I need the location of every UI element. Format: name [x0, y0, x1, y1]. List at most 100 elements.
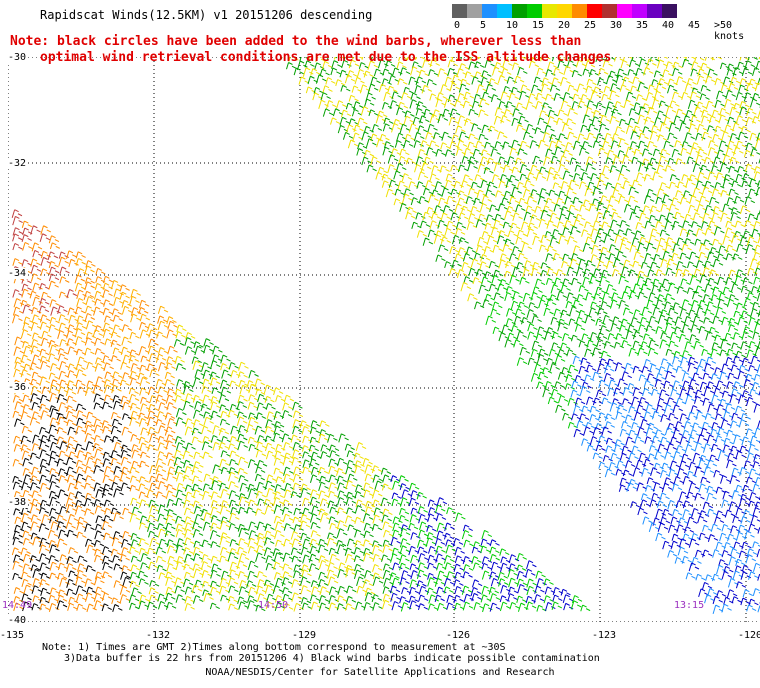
- wind-barb: [539, 110, 550, 118]
- wind-barb: [509, 601, 520, 610]
- wind-barb: [466, 221, 478, 231]
- wind-barb: [155, 473, 167, 483]
- wind-barb: [702, 524, 713, 532]
- wind-barb: [695, 573, 706, 581]
- wind-barb: [485, 83, 497, 94]
- wind-barb: [610, 452, 621, 462]
- wind-barb: [57, 529, 69, 539]
- wind-barb: [568, 204, 579, 212]
- wind-barb: [29, 362, 40, 371]
- wind-barb: [711, 342, 722, 350]
- wind-barb: [638, 106, 649, 116]
- wind-barb: [470, 181, 481, 189]
- wind-barb: [128, 393, 140, 404]
- wind-barb: [354, 516, 365, 524]
- wind-barb: [121, 538, 132, 548]
- wind-barb: [738, 498, 750, 508]
- wind-barb: [58, 386, 69, 394]
- wind-barb: [40, 587, 51, 596]
- wind-barb: [710, 348, 721, 358]
- wind-barb: [514, 57, 525, 60]
- wind-barb: [417, 603, 429, 611]
- wind-barb: [673, 115, 684, 124]
- wind-barb: [209, 360, 221, 370]
- wind-barb: [263, 384, 275, 394]
- wind-barb: [540, 83, 552, 93]
- wind-barb: [345, 496, 357, 506]
- wind-barb: [729, 132, 740, 142]
- wind-barb: [560, 76, 571, 86]
- wind-barb: [672, 380, 683, 390]
- wind-barb: [434, 594, 445, 602]
- wind-barb: [148, 353, 160, 362]
- wind-barb: [596, 201, 608, 212]
- wind-barb: [12, 394, 24, 403]
- wind-barb: [57, 330, 68, 339]
- wind-barb: [701, 109, 712, 118]
- wind-barb: [753, 276, 760, 285]
- wind-barb: [336, 528, 348, 538]
- wind-barb: [76, 289, 87, 299]
- wind-barb: [361, 131, 372, 141]
- wind-barb: [684, 526, 695, 534]
- footer-note-2: 3)Data buffer is 22 hrs from 20151206 4)…: [64, 653, 600, 664]
- wind-barb: [490, 94, 502, 103]
- wind-barb: [273, 552, 285, 562]
- wind-barb: [592, 371, 603, 380]
- wind-barb: [320, 92, 331, 101]
- wind-barb: [723, 542, 734, 550]
- wind-barb: [629, 244, 640, 253]
- wind-barb: [638, 452, 650, 461]
- wind-barb: [558, 395, 569, 404]
- wind-barb: [598, 379, 609, 389]
- wind-barb: [731, 342, 742, 350]
- wind-barb: [540, 269, 551, 277]
- wind-barb: [574, 164, 585, 172]
- wind-barb: [48, 372, 59, 380]
- wind-barb: [648, 234, 659, 244]
- wind-barb: [527, 323, 538, 332]
- wind-barb: [684, 341, 695, 350]
- wind-barb: [733, 310, 744, 318]
- wind-barb: [344, 443, 355, 451]
- wind-barb: [486, 181, 498, 191]
- wind-barb: [410, 66, 421, 76]
- wind-barb: [74, 282, 86, 292]
- wind-barb: [721, 390, 733, 398]
- wind-barb: [679, 196, 691, 205]
- wind-barb: [524, 179, 535, 188]
- wind-barb: [704, 308, 715, 316]
- wind-barb: [721, 570, 733, 580]
- wind-barb: [739, 57, 750, 61]
- wind-barb: [605, 157, 616, 165]
- wind-barb: [551, 342, 562, 350]
- wind-barb: [354, 491, 365, 499]
- wind-barb: [665, 267, 676, 276]
- wind-barb: [633, 251, 644, 260]
- wind-barb: [84, 313, 96, 322]
- wind-barb: [733, 541, 744, 549]
- wind-barb: [381, 173, 392, 181]
- wind-barb: [74, 336, 86, 346]
- wind-barb: [657, 134, 668, 142]
- wind-barb: [572, 245, 584, 254]
- wind-barb: [436, 92, 447, 101]
- wind-barb: [191, 436, 202, 444]
- wind-barb: [698, 459, 709, 468]
- wind-barb: [66, 395, 77, 404]
- wind-barb: [310, 451, 322, 460]
- wind-barb: [371, 57, 382, 60]
- wind-barb: [699, 274, 711, 284]
- wind-barb: [698, 195, 710, 204]
- wind-barb: [13, 435, 24, 444]
- wind-barb: [489, 546, 500, 554]
- wind-barb: [724, 98, 735, 109]
- wind-barb: [643, 333, 654, 341]
- wind-barb: [671, 148, 683, 158]
- wind-barb: [730, 207, 741, 215]
- wind-barb: [697, 148, 708, 156]
- wind-barb: [721, 549, 732, 558]
- wind-barb: [318, 99, 329, 109]
- wind-barb: [675, 108, 687, 117]
- wind-barb: [367, 83, 379, 94]
